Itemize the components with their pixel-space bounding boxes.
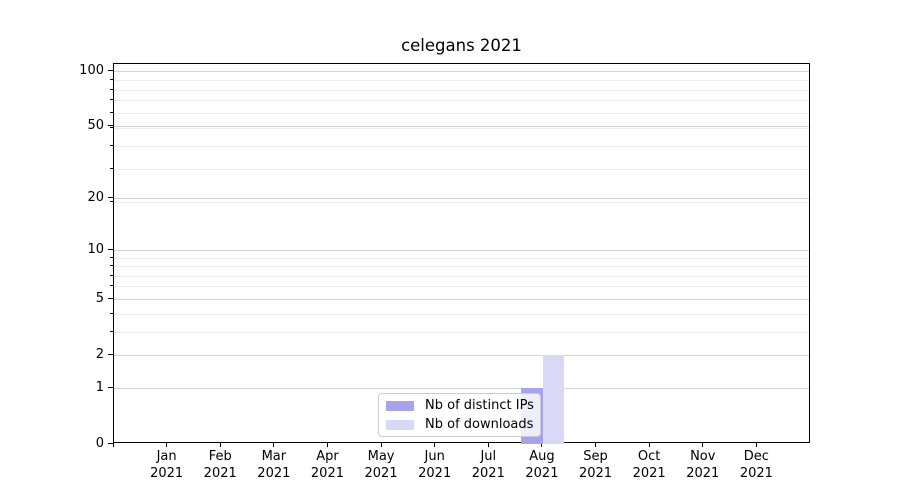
y-gridline-minor [114,201,809,203]
x-tick-label: Mar 2021 [242,449,306,482]
legend-label-distinct-ips: Nb of distinct IPs [425,398,534,413]
x-tick [595,443,597,447]
x-tick [648,443,650,447]
x-tick-year-label: 2021 [632,465,666,481]
y-tick-label: 5 [95,290,104,306]
y-gridline-minor [114,331,809,333]
y-tick-label: 20 [87,189,104,205]
y-minor-tick [110,88,113,90]
y-gridline-minor [114,286,809,288]
x-tick [541,443,543,447]
x-tick-year-label: 2021 [578,465,613,481]
x-tick-label: Dec 2021 [724,449,788,482]
y-tick [108,69,113,71]
x-tick-label: Aug 2021 [510,449,574,482]
x-tick [326,443,328,447]
y-tick-label: 1 [95,379,104,395]
x-tick-origin [112,443,114,447]
x-tick [487,443,489,447]
y-gridline-minor [114,313,809,315]
y-minor-tick [110,144,113,146]
y-tick-label: 50 [87,118,104,133]
x-tick-year-label: 2021 [739,465,773,481]
legend-item-distinct-ips: Nb of distinct IPs [386,398,534,413]
y-tick [108,196,113,198]
legend-swatch-distinct-ips [386,400,414,411]
y-gridline-minor [114,127,809,129]
y-tick [108,353,113,355]
chart-title: celegans 2021 [401,36,522,55]
bar-downloads [542,355,565,444]
x-tick-label: Feb 2021 [188,449,252,482]
x-tick-label: Oct 2021 [617,449,681,482]
y-tick-label: 100 [79,62,104,78]
y-gridline-minor [114,89,809,91]
y-gridline-minor [114,168,809,170]
y-tick-label: 2 [95,346,104,362]
y-gridline-minor [114,266,809,268]
x-tick-year-label: 2021 [203,465,237,481]
y-tick [108,442,113,444]
x-tick-label: Apr 2021 [295,449,359,482]
x-tick-label: Nov 2021 [671,449,735,482]
y-minor-tick [110,200,113,202]
y-gridline-minor [114,257,809,259]
y-minor-tick [110,126,113,128]
x-tick-label: Jan 2021 [135,449,199,482]
x-tick-year-label: 2021 [364,465,398,481]
y-tick [108,125,113,126]
y-gridline [114,197,809,199]
y-tick-label: 10 [87,241,104,257]
y-gridline-minor [114,80,809,82]
x-tick [380,443,382,447]
y-minor-tick [110,265,113,267]
y-tick [108,297,113,299]
y-gridline [114,126,809,127]
x-tick [434,443,436,447]
y-minor-tick [110,167,113,169]
legend-label-downloads: Nb of downloads [425,417,534,432]
y-minor-tick [110,330,113,332]
x-tick-year-label: 2021 [418,465,452,481]
x-tick-year-label: 2021 [257,465,291,481]
x-tick [273,443,275,447]
x-tick [702,443,704,447]
legend: Nb of distinct IPs Nb of downloads [378,393,541,437]
x-tick-year-label: 2021 [686,465,720,481]
y-tick [108,248,113,250]
y-minor-tick [110,99,113,101]
x-tick-year-label: 2021 [150,465,184,481]
y-gridline [114,70,809,72]
y-gridline-minor [114,145,809,147]
y-gridline-minor [114,275,809,277]
x-tick-year-label: 2021 [310,465,344,481]
y-minor-tick [110,111,113,113]
x-tick-label: Jun 2021 [403,449,467,482]
y-minor-tick [110,274,113,276]
x-tick-year-label: 2021 [525,465,559,481]
x-tick [166,443,168,447]
x-tick-label: May 2021 [349,449,413,482]
x-tick-label: Sep 2021 [564,449,628,482]
legend-swatch-downloads [386,419,414,430]
legend-item-downloads: Nb of downloads [386,417,534,432]
y-gridline [114,354,809,356]
y-gridline [114,298,809,300]
y-minor-tick [110,79,113,81]
y-minor-tick [110,256,113,258]
x-tick-label: Jul 2021 [456,449,520,482]
y-tick [108,386,113,388]
y-gridline-minor [114,100,809,102]
y-gridline [114,249,809,251]
y-gridline [114,387,809,389]
x-tick [755,443,757,447]
x-tick-year-label: 2021 [471,465,505,481]
y-gridline-minor [114,112,809,114]
y-minor-tick [110,312,113,314]
y-tick-label: 0 [95,435,104,451]
plot-area [113,63,810,444]
y-minor-tick [110,285,113,287]
x-tick [219,443,221,447]
